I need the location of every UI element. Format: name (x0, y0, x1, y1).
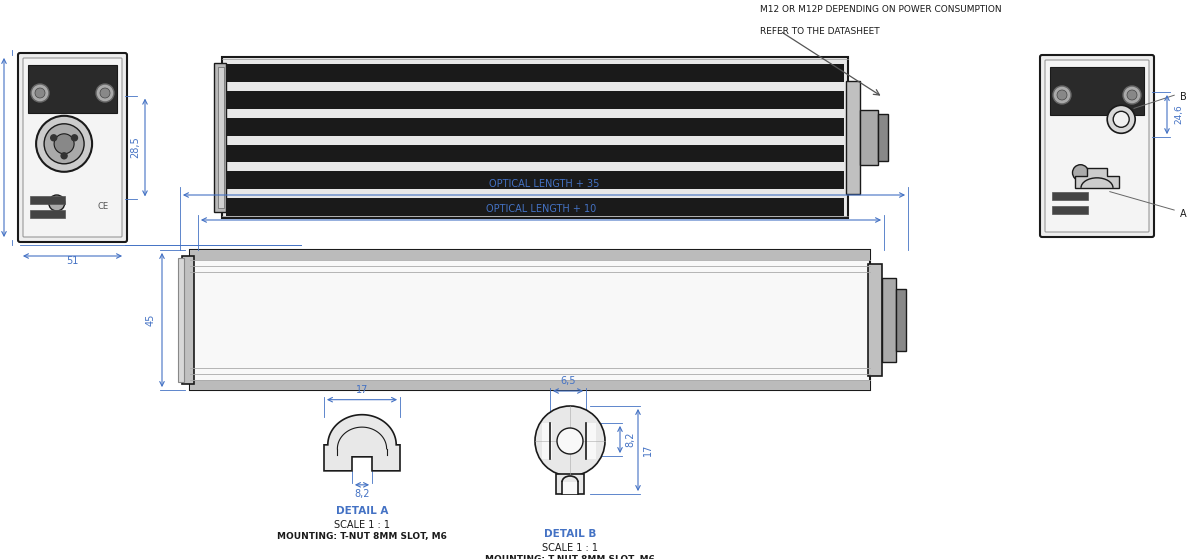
Bar (556, 474, 584, 494)
Circle shape (96, 84, 114, 102)
Circle shape (31, 84, 49, 102)
Circle shape (72, 135, 78, 141)
Bar (868, 264, 882, 376)
Text: OPTICAL LENGTH + 35: OPTICAL LENGTH + 35 (488, 179, 599, 189)
Bar (226, 172, 844, 189)
Bar (182, 256, 194, 384)
Bar (1052, 206, 1088, 214)
Bar (190, 250, 870, 390)
Circle shape (100, 88, 110, 98)
Circle shape (36, 116, 92, 172)
Text: SCALE 1 : 1: SCALE 1 : 1 (542, 543, 598, 553)
Text: 45: 45 (146, 314, 156, 326)
Circle shape (54, 134, 74, 154)
Circle shape (1108, 105, 1135, 133)
Text: 8,2: 8,2 (625, 432, 635, 447)
Text: B: B (1180, 92, 1187, 102)
Circle shape (1127, 90, 1138, 100)
Text: M12 OR M12P DEPENDING ON POWER CONSUMPTION: M12 OR M12P DEPENDING ON POWER CONSUMPTI… (760, 5, 1002, 14)
Circle shape (1073, 165, 1088, 181)
Text: 24,6: 24,6 (1174, 105, 1183, 125)
Circle shape (49, 195, 65, 211)
Polygon shape (1075, 168, 1120, 188)
Bar (214, 63, 226, 212)
Text: 8,2: 8,2 (354, 489, 370, 499)
Bar (226, 198, 844, 216)
Bar (218, 67, 224, 208)
Circle shape (44, 124, 84, 164)
Text: MOUNTING: T-NUT 8MM SLOT, M6: MOUNTING: T-NUT 8MM SLOT, M6 (485, 555, 655, 559)
Bar (846, 81, 860, 194)
Text: 17: 17 (356, 385, 368, 395)
Bar (882, 278, 896, 362)
Bar (586, 423, 596, 459)
Bar (30, 210, 65, 218)
Bar (190, 250, 870, 260)
Bar (226, 145, 844, 162)
Bar (542, 423, 552, 459)
Circle shape (535, 406, 605, 476)
Bar (860, 110, 878, 165)
Text: 51: 51 (66, 256, 79, 266)
Text: OPTICAL LENGTH + 10: OPTICAL LENGTH + 10 (486, 204, 596, 214)
Circle shape (1054, 86, 1072, 104)
Circle shape (1057, 90, 1067, 100)
Circle shape (61, 153, 67, 159)
Text: 6,5: 6,5 (560, 376, 576, 386)
Bar (190, 380, 870, 390)
Polygon shape (324, 415, 400, 471)
Text: 28,5: 28,5 (130, 136, 140, 158)
Bar (562, 482, 578, 494)
Text: SCALE 1 : 1: SCALE 1 : 1 (334, 520, 390, 530)
Text: REFER TO THE DATASHEET: REFER TO THE DATASHEET (760, 27, 880, 36)
Bar (226, 64, 844, 82)
Text: DETAIL B: DETAIL B (544, 529, 596, 539)
Circle shape (50, 135, 56, 141)
Bar (226, 91, 844, 108)
Bar (226, 118, 844, 135)
Bar (1050, 67, 1144, 115)
Circle shape (557, 428, 583, 454)
Bar (896, 289, 906, 351)
Bar (30, 196, 65, 204)
Circle shape (35, 88, 46, 98)
FancyBboxPatch shape (1045, 60, 1150, 232)
FancyBboxPatch shape (18, 53, 127, 242)
FancyBboxPatch shape (23, 58, 122, 237)
Bar (28, 65, 118, 113)
Bar (222, 57, 848, 218)
Text: MOUNTING: T-NUT 8MM SLOT, M6: MOUNTING: T-NUT 8MM SLOT, M6 (277, 532, 446, 541)
Bar (178, 258, 184, 382)
FancyBboxPatch shape (1040, 55, 1154, 237)
Text: CE: CE (97, 202, 108, 211)
Bar (1052, 192, 1088, 200)
Circle shape (1114, 111, 1129, 127)
Bar (878, 114, 888, 161)
Text: A: A (1180, 209, 1187, 219)
Text: DETAIL A: DETAIL A (336, 506, 388, 516)
Circle shape (1123, 86, 1141, 104)
Text: 17: 17 (643, 444, 653, 456)
